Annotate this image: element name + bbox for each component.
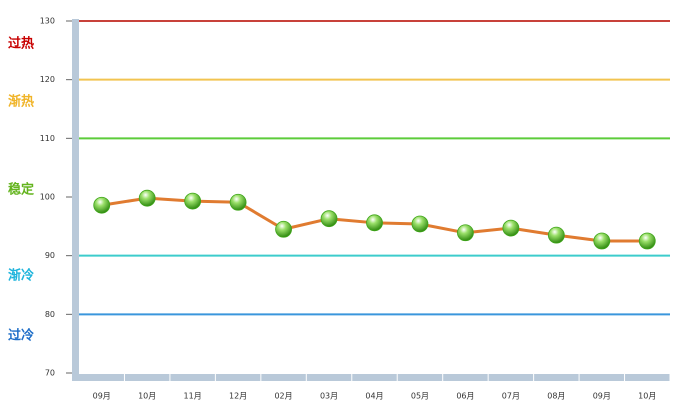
x-tick-label: 05月 — [411, 392, 429, 401]
x-tick-label: 06月 — [456, 392, 474, 401]
x-tick-label: 09月 — [593, 392, 611, 401]
marker — [457, 224, 474, 242]
y-tick-label: 130 — [40, 17, 55, 26]
x-tick-label: 07月 — [502, 392, 520, 401]
marker — [275, 220, 292, 238]
marker — [547, 226, 565, 244]
y-tick-label: 80 — [45, 310, 55, 319]
y-tick-label: 70 — [45, 369, 55, 378]
y-tick-label: 90 — [45, 251, 55, 260]
x-tick-label: 03月 — [320, 392, 338, 401]
y-tick-label: 100 — [40, 193, 55, 202]
marker — [93, 196, 111, 214]
x-tick-label: 10月 — [138, 392, 156, 401]
marker — [366, 214, 383, 232]
x-tick-label: 12月 — [229, 392, 247, 401]
x-axis-band — [72, 374, 670, 381]
x-tick-label: 11月 — [184, 392, 202, 401]
x-tick-label: 08月 — [547, 392, 565, 401]
x-tick-label: 02月 — [274, 392, 292, 401]
zone-label: 过热 — [8, 36, 34, 52]
marker — [411, 215, 429, 233]
y-axis-band — [72, 19, 79, 381]
x-tick-label: 04月 — [365, 392, 383, 401]
x-tick-label: 10月 — [638, 392, 656, 401]
marker — [638, 232, 656, 250]
x-tick-label: 09月 — [93, 392, 111, 401]
zone-label: 渐热 — [8, 94, 34, 110]
marker — [593, 232, 611, 250]
zone-label: 稳定 — [8, 182, 34, 198]
y-tick-label: 110 — [40, 134, 55, 143]
zone-label: 渐冷 — [8, 268, 34, 284]
y-tick-label: 120 — [40, 75, 55, 84]
marker — [138, 189, 156, 207]
marker — [229, 193, 247, 211]
marker — [184, 192, 202, 210]
zone-label: 过冷 — [8, 328, 34, 344]
marker — [502, 219, 520, 237]
marker — [320, 210, 338, 228]
